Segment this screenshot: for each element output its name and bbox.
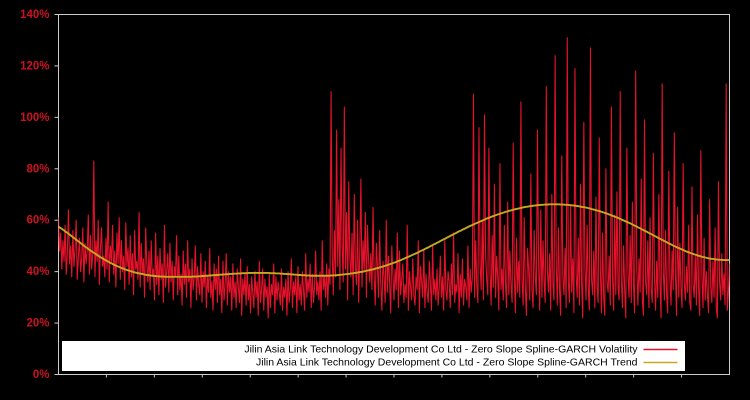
y-axis-tick-label: 100% xyxy=(20,112,49,124)
legend-entry-label: Jilin Asia Link Technology Development C… xyxy=(256,356,638,368)
y-axis-tick-label: 40% xyxy=(26,266,49,278)
y-axis-tick-label: 60% xyxy=(26,215,49,227)
x-axis-ticks xyxy=(105,374,683,378)
volatility-line xyxy=(58,37,730,319)
y-axis-tick-label: 140% xyxy=(20,9,49,21)
y-axis-tick-label: 120% xyxy=(20,60,49,72)
chart-legend: Jilin Asia Link Technology Development C… xyxy=(62,341,685,371)
data-series-group xyxy=(58,37,730,319)
y-axis-ticks: 0% 20% 40% 60% 80% 100% 120% 140% xyxy=(20,9,59,381)
legend-entry-label: Jilin Asia Link Technology Development C… xyxy=(244,343,638,355)
y-axis-tick-label: 20% xyxy=(26,318,49,330)
legend-background xyxy=(62,341,685,371)
y-axis-tick-label: 80% xyxy=(26,163,49,175)
trend-line xyxy=(58,203,730,278)
y-axis-tick-label: 0% xyxy=(33,369,50,381)
